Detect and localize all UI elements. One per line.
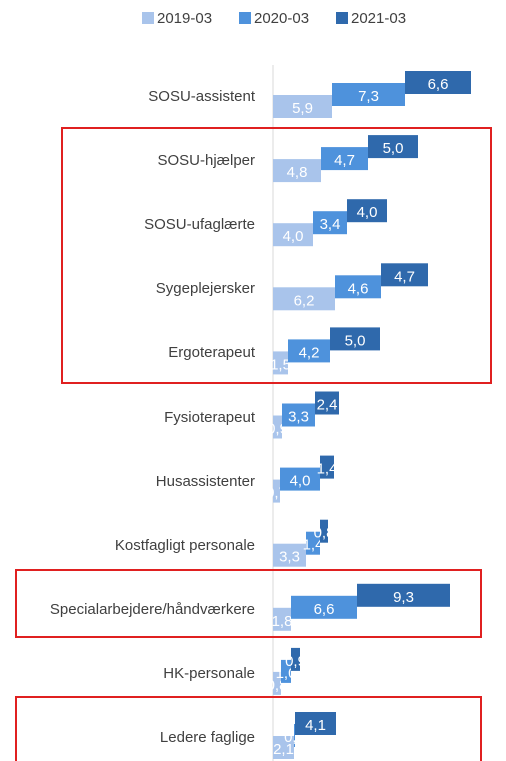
bar [381, 263, 428, 287]
legend-swatch [239, 12, 251, 24]
value-label: 4,7 [334, 152, 355, 169]
value-label: 1,8 [272, 613, 293, 630]
category-label: Sygeplejersker [155, 280, 255, 298]
value-label: 3,3 [279, 549, 300, 566]
bar [273, 543, 306, 567]
bar [405, 71, 471, 94]
value-label: 3,3 [288, 408, 309, 425]
legend-swatch [336, 12, 348, 24]
bar [294, 724, 295, 747]
value-label: 4,8 [287, 164, 308, 181]
value-label: 4,1 [305, 717, 326, 734]
value-label: 0,9 [285, 653, 306, 670]
bar [273, 95, 332, 118]
bar [347, 199, 387, 223]
bar [281, 659, 291, 683]
value-label: 5,0 [383, 140, 404, 157]
value-label: 4,6 [348, 280, 369, 297]
bar [320, 519, 328, 543]
value-label: 4,0 [283, 228, 304, 245]
highlight-box [15, 696, 482, 761]
category-label: SOSU-ufaglærte [144, 216, 255, 234]
legend-label: 2019-03 [157, 10, 212, 27]
bar [273, 415, 282, 439]
bar [320, 455, 334, 479]
bar [315, 391, 339, 415]
highlight-box [61, 127, 492, 384]
value-label: 4,2 [299, 344, 320, 361]
value-label: 2,1 [273, 741, 294, 758]
value-label: 0,8 [314, 525, 335, 542]
category-label: Specialarbejdere/håndværkere [49, 600, 255, 618]
bar [273, 671, 281, 695]
value-label: 6,6 [428, 76, 449, 93]
bar [273, 159, 321, 183]
bar [295, 712, 336, 735]
value-label: 6,2 [294, 292, 315, 309]
bar [291, 647, 300, 671]
highlight-box [15, 569, 482, 638]
bar [330, 327, 380, 351]
value-label: 3,4 [320, 216, 341, 233]
bar [306, 531, 320, 555]
bar [273, 736, 294, 759]
value-label: 2,4 [317, 396, 338, 413]
value-label: 1,4 [317, 461, 338, 478]
category-label: Kostfagligt personale [114, 536, 255, 554]
value-label: 6,6 [314, 601, 335, 618]
category-label: Fysioterapeut [164, 408, 255, 426]
value-label: 5,9 [292, 100, 313, 117]
bar [321, 147, 368, 171]
bar [280, 467, 320, 491]
value-label: 1,5 [270, 356, 291, 373]
bar [273, 287, 335, 311]
bar [357, 583, 450, 607]
value-label: 1,4 [303, 537, 324, 554]
bar [273, 223, 313, 247]
legend-swatch [142, 12, 154, 24]
category-label: Husassistenter [155, 472, 255, 490]
legend-label: 2021-03 [351, 10, 406, 27]
category-label: SOSU-assistent [148, 88, 255, 105]
category-label: Ergoterapeut [168, 344, 255, 362]
category-label: SOSU-hjælper [157, 152, 255, 170]
bar [332, 83, 405, 106]
value-label: 9,3 [393, 589, 414, 606]
bar [291, 595, 357, 619]
bar [273, 351, 288, 375]
category-label: HK-personale [163, 664, 255, 682]
bar [335, 275, 381, 299]
value-label: 4,0 [290, 473, 311, 490]
bar [288, 339, 330, 363]
category-label: Ledere faglige [159, 729, 255, 746]
value-label: 5,0 [345, 332, 366, 349]
legend-label: 2020-03 [254, 10, 309, 27]
value-label: 7,3 [358, 88, 379, 105]
value-label: 4,7 [394, 268, 415, 285]
bar [273, 479, 280, 503]
value-label: 4,0 [357, 204, 378, 221]
bar [273, 607, 291, 631]
bar [282, 403, 315, 427]
bar [313, 211, 347, 235]
bar [368, 135, 418, 159]
